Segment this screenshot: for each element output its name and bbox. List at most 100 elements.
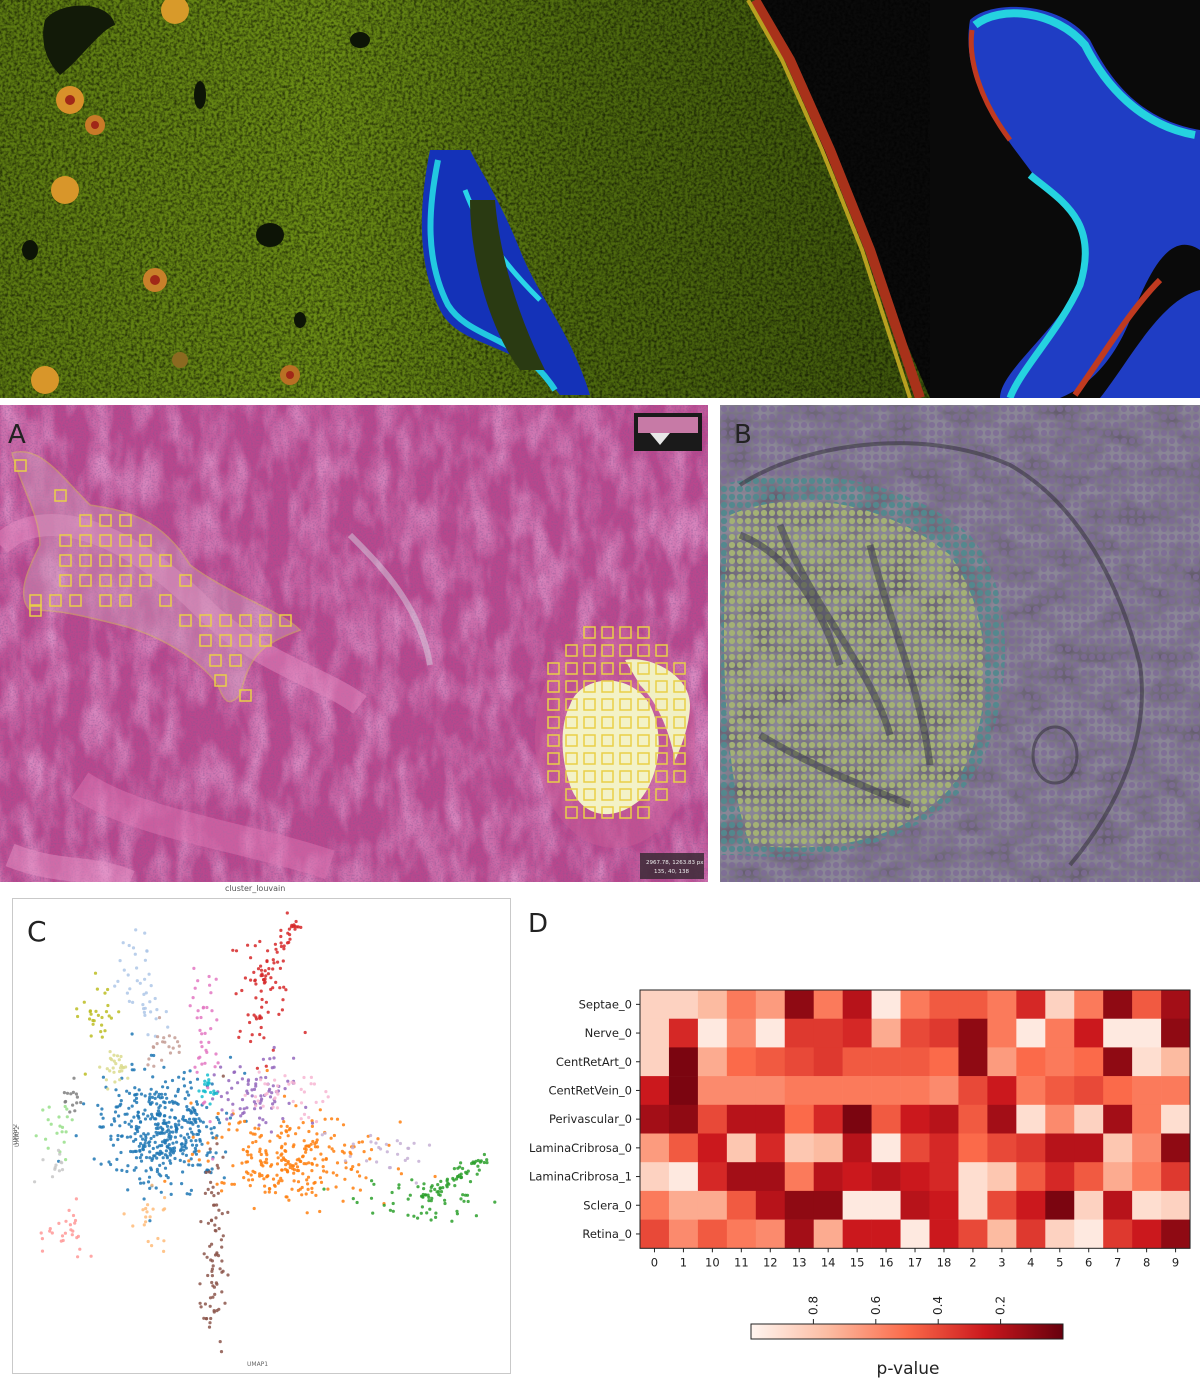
heatmap-cell [987, 1018, 1017, 1048]
umap-point [104, 1078, 108, 1082]
umap-point [142, 992, 146, 996]
umap-point [335, 1117, 340, 1121]
umap-point [164, 1010, 168, 1014]
false-color-tissue-svg [0, 0, 1200, 398]
umap-point [329, 1136, 333, 1140]
umap-point [185, 1132, 190, 1136]
grid-spot [637, 644, 650, 657]
umap-point [214, 1052, 218, 1056]
umap-point [302, 1075, 306, 1080]
heatmap-cell [842, 1076, 872, 1106]
heatmap-cell [697, 990, 728, 1019]
umap-point [132, 1168, 136, 1172]
umap-point [114, 1088, 118, 1092]
heatmap-cell [755, 990, 786, 1019]
umap-point [248, 1184, 252, 1188]
umap-point [208, 1120, 212, 1124]
umap-point [285, 1169, 289, 1173]
heatmap-cell [726, 1219, 757, 1249]
umap-point [135, 979, 139, 983]
umap-point [113, 1110, 118, 1114]
umap-point [215, 1282, 219, 1286]
grid-spot [601, 698, 614, 711]
umap-point [265, 1153, 269, 1157]
umap-point [246, 1153, 250, 1157]
umap-point [416, 1185, 420, 1189]
umap-point [92, 1157, 96, 1161]
umap-point [291, 1099, 295, 1104]
umap-point [166, 1025, 170, 1029]
umap-point [276, 1084, 280, 1088]
umap-point [216, 1191, 220, 1195]
umap-point [143, 958, 147, 962]
umap-point [126, 1164, 130, 1168]
umap-point [185, 1108, 189, 1112]
umap-point [181, 1170, 185, 1174]
umap-point [195, 1070, 199, 1074]
umap-point [262, 978, 266, 982]
umap-point [44, 1137, 48, 1141]
grid-spot [601, 626, 614, 639]
umap-point [260, 1005, 264, 1009]
umap-point [212, 1073, 216, 1077]
heatmap-cell [900, 1190, 930, 1220]
umap-point [326, 1095, 330, 1099]
umap-point [261, 1118, 265, 1122]
umap-point [205, 1153, 209, 1157]
umap-point [370, 1179, 374, 1183]
umap-point [286, 931, 290, 935]
umap-point [179, 1142, 183, 1146]
umap-point [266, 972, 270, 976]
heatmap-cell [813, 1018, 843, 1048]
umap-point [158, 1104, 162, 1108]
umap-point [268, 1095, 273, 1099]
umap-point [231, 1164, 235, 1168]
heatmap-cell [929, 1219, 959, 1249]
umap-point [63, 1104, 67, 1109]
umap-point [208, 1304, 212, 1308]
grid-spot [619, 734, 632, 747]
heatmap-col-label: 12 [763, 1255, 778, 1269]
umap-point [351, 1165, 355, 1169]
umap-point [142, 1197, 146, 1201]
umap-point [228, 1116, 232, 1120]
heatmap-cell [1016, 1219, 1046, 1249]
umap-point [144, 1220, 148, 1224]
umap-point [154, 1090, 158, 1094]
umap-point [125, 1112, 129, 1116]
umap-point [272, 1045, 276, 1050]
umap-point [180, 1125, 184, 1129]
umap-point [343, 1159, 347, 1163]
umap-point [461, 1166, 465, 1171]
umap-point [196, 1124, 200, 1128]
panel-b-spot-overlay: B [720, 405, 1200, 882]
umap-point [434, 1215, 438, 1219]
umap-point [309, 1148, 313, 1152]
umap-point [212, 1194, 216, 1198]
umap-point [133, 1086, 137, 1090]
umap-point [67, 1208, 71, 1212]
heatmap-cell [640, 1076, 670, 1106]
grid-spot [637, 734, 650, 747]
umap-point [112, 1070, 116, 1074]
umap-point [83, 1072, 87, 1076]
umap-point [299, 1117, 303, 1121]
umap-point [105, 1067, 109, 1071]
umap-point [246, 1013, 250, 1017]
umap-point [493, 1200, 497, 1204]
umap-point [429, 1189, 433, 1193]
heatmap-cell [640, 1047, 670, 1077]
umap-point [321, 1099, 325, 1104]
umap-point [108, 1069, 112, 1073]
umap-point [250, 1088, 254, 1092]
umap-point [251, 1141, 255, 1145]
umap-point [169, 1125, 173, 1129]
umap-point [118, 959, 122, 963]
umap-point [427, 1199, 431, 1203]
umap-point [143, 977, 147, 981]
umap-point [154, 1017, 158, 1021]
umap-point [151, 1075, 155, 1079]
umap-point [279, 944, 283, 949]
umap-point [455, 1212, 459, 1216]
umap-point [169, 1161, 173, 1165]
